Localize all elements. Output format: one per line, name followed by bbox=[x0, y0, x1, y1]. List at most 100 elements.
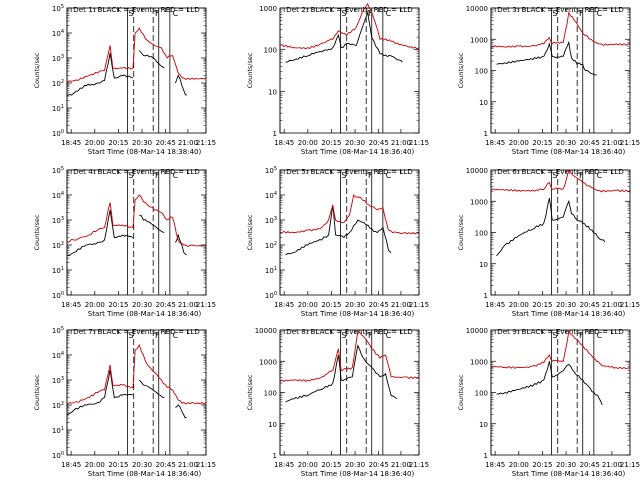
marker-label-F: F bbox=[579, 331, 584, 340]
y-tick-label: 101 bbox=[52, 266, 64, 275]
x-tick-label: 18:45 bbox=[61, 461, 81, 469]
x-axis-label: Start Time (08-Mar-14 18:36:40) bbox=[512, 310, 626, 318]
y-tick-label: 105 bbox=[52, 166, 64, 175]
x-tick-label: 20:00 bbox=[509, 139, 529, 147]
y-tick-label: 1000 bbox=[470, 36, 488, 44]
marker-label-C: C bbox=[597, 171, 603, 180]
marker-label-S: S bbox=[552, 331, 557, 340]
x-tick-label: 21:15 bbox=[409, 139, 429, 147]
x-tick-label: 18:45 bbox=[485, 139, 505, 147]
x-tick-label: 20:30 bbox=[132, 461, 152, 469]
y-tick-label: 10000 bbox=[466, 327, 488, 335]
events-series-line bbox=[66, 52, 134, 96]
x-tick-label: 20:00 bbox=[509, 461, 529, 469]
x-tick-label: 20:45 bbox=[580, 139, 600, 147]
x-tick-label: 21:00 bbox=[602, 139, 622, 147]
x-tick-label: 20:15 bbox=[108, 461, 128, 469]
x-tick-label: 20:00 bbox=[85, 461, 105, 469]
marker-label-F: F bbox=[368, 331, 373, 340]
y-tick-label: 100 bbox=[264, 390, 277, 398]
y-tick-label: 10 bbox=[268, 88, 277, 96]
panel-title: Det 9: BLACK = Events, RED = LLD bbox=[497, 327, 624, 336]
x-tick-label: 21:00 bbox=[178, 139, 198, 147]
y-tick-label: 10 bbox=[479, 261, 488, 269]
events-series-line bbox=[138, 379, 165, 398]
events-series-line bbox=[139, 214, 165, 233]
lld-series-line bbox=[490, 169, 631, 193]
events-series-line bbox=[174, 74, 187, 96]
y-tick-label: 100 bbox=[475, 68, 488, 76]
x-tick-label: 21:00 bbox=[391, 139, 411, 147]
events-series-line bbox=[496, 361, 603, 406]
x-tick-label: 20:30 bbox=[132, 139, 152, 147]
y-tick-label: 102 bbox=[52, 79, 64, 88]
x-tick-label: 20:30 bbox=[556, 139, 576, 147]
y-axis-label: Counts/sec bbox=[246, 52, 254, 88]
x-tick-label: 20:45 bbox=[156, 461, 176, 469]
x-tick-label: 21:00 bbox=[391, 461, 411, 469]
marker-label-C: C bbox=[173, 171, 179, 180]
x-tick-label: 18:45 bbox=[274, 139, 294, 147]
marker-label-F: F bbox=[155, 331, 160, 340]
x-tick-label: 20:15 bbox=[532, 301, 552, 309]
panel-title: Det 3: BLACK = Events, RED = LLD bbox=[497, 5, 624, 14]
y-tick-label: 100 bbox=[265, 291, 277, 300]
x-tick-label: 20:45 bbox=[156, 301, 176, 309]
y-tick-label: 10 bbox=[268, 421, 277, 429]
y-tick-label: 1000 bbox=[470, 358, 488, 366]
x-tick-label: 20:15 bbox=[321, 461, 341, 469]
marker-label-C: C bbox=[597, 9, 603, 18]
y-tick-label: 100 bbox=[52, 291, 64, 300]
marker-label-F: F bbox=[579, 171, 584, 180]
y-tick-label: 1 bbox=[484, 130, 488, 138]
x-tick-label: 20:45 bbox=[580, 461, 600, 469]
y-tick-label: 102 bbox=[52, 401, 64, 410]
y-tick-label: 10000 bbox=[255, 327, 277, 335]
events-series-line bbox=[496, 40, 597, 76]
y-tick-label: 104 bbox=[52, 191, 64, 200]
y-tick-label: 101 bbox=[52, 426, 64, 435]
x-tick-label: 21:00 bbox=[178, 301, 198, 309]
panel-title: Det 7: BLACK = Events, RED = LLD bbox=[73, 327, 200, 336]
x-axis-label: Start Time (08-Mar-14 18:36:40) bbox=[88, 470, 202, 478]
x-tick-label: 20:45 bbox=[369, 301, 389, 309]
x-tick-label: 21:15 bbox=[620, 139, 640, 147]
x-tick-label: 21:15 bbox=[620, 461, 640, 469]
panel-title: Det 1: BLACK = Events, RED = LLD bbox=[73, 5, 200, 14]
events-series-line bbox=[175, 404, 187, 419]
y-tick-label: 104 bbox=[265, 191, 277, 200]
x-tick-label: 21:00 bbox=[178, 461, 198, 469]
marker-label-S: S bbox=[128, 171, 133, 180]
marker-label-C: C bbox=[173, 9, 179, 18]
y-tick-label: 100 bbox=[264, 47, 277, 55]
y-tick-label: 10000 bbox=[466, 167, 488, 175]
x-tick-label: 18:45 bbox=[274, 461, 294, 469]
x-tick-label: 20:30 bbox=[345, 461, 365, 469]
y-tick-label: 10000 bbox=[466, 5, 488, 13]
marker-label-S: S bbox=[341, 171, 346, 180]
lld-series-line bbox=[66, 27, 207, 84]
events-series-line bbox=[66, 369, 134, 416]
marker-label-F: F bbox=[155, 9, 160, 18]
marker-label-S: S bbox=[128, 9, 133, 18]
events-series-line bbox=[66, 209, 134, 257]
panel-title: Det 2: BLACK = Events, RED = LLD bbox=[286, 5, 413, 14]
y-tick-label: 1000 bbox=[470, 198, 488, 206]
y-tick-label: 101 bbox=[52, 104, 64, 113]
y-axis-label: Counts/sec bbox=[33, 374, 41, 410]
y-tick-label: 1 bbox=[484, 292, 488, 300]
lld-series-line bbox=[279, 331, 420, 382]
y-tick-label: 1 bbox=[273, 130, 277, 138]
x-axis-label: Start Time (08-Mar-14 18:36:40) bbox=[301, 470, 415, 478]
marker-label-S: S bbox=[552, 171, 557, 180]
lld-series-line bbox=[66, 343, 207, 406]
x-tick-label: 20:30 bbox=[556, 461, 576, 469]
x-tick-label: 21:15 bbox=[409, 461, 429, 469]
y-tick-label: 102 bbox=[265, 241, 277, 250]
x-tick-label: 21:15 bbox=[196, 139, 216, 147]
y-tick-label: 10 bbox=[479, 421, 488, 429]
